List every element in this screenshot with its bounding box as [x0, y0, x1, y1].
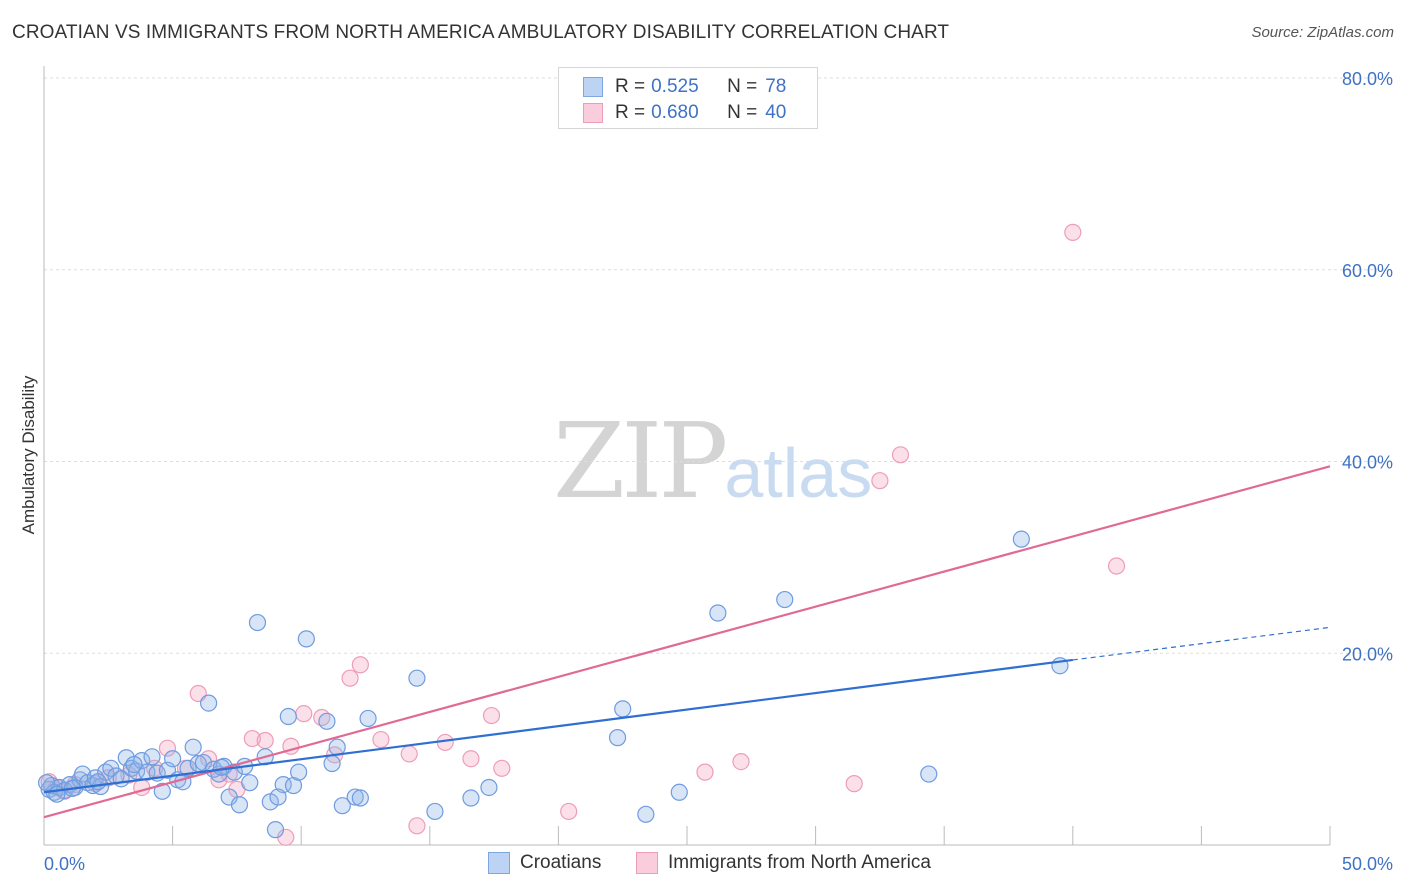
- data-point-croatians: [153, 782, 171, 800]
- data-point-croatians: [333, 797, 351, 815]
- data-point-croatians: [318, 712, 336, 730]
- data-point-croatians: [143, 748, 161, 766]
- data-point-immigrants: [351, 656, 369, 674]
- data-point-croatians: [241, 774, 259, 792]
- data-point-immigrants: [295, 705, 313, 723]
- source-credit: Source: ZipAtlas.com: [1251, 24, 1394, 41]
- data-point-croatians: [670, 783, 688, 801]
- data-point-croatians: [709, 604, 727, 622]
- data-point-croatians: [48, 785, 66, 803]
- data-point-croatians: [408, 669, 426, 687]
- trend-lines: [43, 465, 1331, 819]
- data-point-croatians: [346, 788, 364, 806]
- data-point-immigrants: [158, 739, 177, 757]
- data-point-croatians: [269, 788, 287, 806]
- legend-swatch-blue: [583, 77, 603, 97]
- data-point-croatians: [194, 753, 213, 772]
- data-point-croatians: [637, 805, 655, 823]
- data-point-croatians: [200, 694, 218, 712]
- bottom-legend-immigrants: Immigrants from North America: [636, 852, 931, 874]
- data-point-immigrants: [341, 669, 359, 687]
- data-point-croatians: [614, 700, 632, 718]
- data-point-croatians: [351, 789, 369, 807]
- trend-line-immigrants: [43, 465, 1331, 819]
- y-tick-label: 20.0%: [1342, 644, 1393, 664]
- data-point-immigrants: [871, 472, 889, 490]
- legend-r-label: R =: [615, 102, 646, 123]
- data-point-croatians: [248, 613, 267, 632]
- legend-n-value: 78: [765, 76, 787, 97]
- data-point-croatians: [266, 821, 285, 839]
- data-point-immigrants: [482, 706, 501, 725]
- data-point-croatians: [73, 765, 92, 783]
- y-tick-label: 40.0%: [1342, 453, 1393, 473]
- legend-row-immigrants: R = 0.680 N = 40: [583, 101, 786, 125]
- bottom-legend-croatians: Croatians: [488, 852, 601, 874]
- tick-labels: 20.0% 40.0% 60.0% 80.0% 0.0% 50.0%: [44, 69, 1393, 874]
- data-point-croatians: [279, 707, 297, 726]
- data-point-croatians: [426, 802, 444, 821]
- legend-n-value: 40: [765, 102, 787, 123]
- chart-title: CROATIAN VS IMMIGRANTS FROM NORTH AMERIC…: [12, 22, 950, 43]
- data-point-croatians: [37, 774, 56, 792]
- data-point-immigrants: [256, 731, 274, 750]
- data-point-croatians: [480, 778, 498, 797]
- data-point-croatians: [290, 763, 308, 781]
- bottom-legend-swatch-pink: [636, 852, 658, 874]
- trend-line-croatians: [43, 658, 1073, 794]
- legend-n-label: N =: [727, 102, 758, 123]
- x-tick-label-max: 50.0%: [1342, 854, 1393, 874]
- correlation-legend: R = 0.525 N = 78 R = 0.680 N = 40: [558, 67, 818, 129]
- data-point-immigrants: [408, 817, 426, 835]
- data-point-croatians: [608, 729, 627, 747]
- bottom-legend-label: Croatians: [520, 852, 602, 873]
- data-point-croatians: [776, 590, 794, 609]
- legend-r-label: R =: [615, 76, 646, 97]
- data-point-immigrants: [120, 766, 138, 784]
- legend-n-label: N =: [727, 76, 758, 97]
- legend-r-value: 0.680: [651, 102, 699, 123]
- legend-r-value: 0.525: [651, 76, 699, 97]
- y-axis-label: Ambulatory Disability: [19, 375, 38, 534]
- data-point-immigrants: [493, 759, 511, 777]
- data-point-immigrants: [400, 745, 418, 763]
- data-point-croatians: [359, 709, 377, 728]
- y-tick-label: 80.0%: [1342, 69, 1393, 89]
- data-point-immigrants: [462, 750, 480, 768]
- data-point-immigrants: [372, 730, 390, 749]
- bottom-legend-swatch-blue: [488, 852, 510, 874]
- data-point-immigrants: [1064, 223, 1082, 241]
- data-point-croatians: [297, 630, 315, 648]
- data-point-croatians: [164, 750, 182, 768]
- data-point-immigrants: [891, 446, 910, 464]
- legend-swatch-pink: [583, 103, 603, 123]
- data-point-croatians: [920, 765, 938, 783]
- data-point-croatians: [89, 773, 107, 791]
- x-tick-label-min: 0.0%: [44, 854, 85, 874]
- legend-row-croatians: R = 0.525 N = 78: [583, 75, 786, 99]
- series-croatians-points: [37, 530, 1069, 839]
- data-point-immigrants: [845, 775, 863, 793]
- bottom-legend-label: Immigrants from North America: [668, 852, 931, 873]
- data-point-immigrants: [1107, 557, 1126, 575]
- data-point-croatians: [323, 754, 341, 773]
- data-point-immigrants: [243, 729, 261, 748]
- series-immigrants-points: [40, 223, 1126, 846]
- data-point-immigrants: [560, 802, 578, 821]
- watermark-atlas: atlas: [724, 434, 873, 512]
- data-point-croatians: [462, 789, 480, 807]
- data-point-croatians: [1012, 530, 1030, 548]
- data-point-croatians: [184, 738, 202, 756]
- data-point-croatians: [230, 796, 249, 814]
- data-point-immigrants: [732, 752, 750, 771]
- data-point-immigrants: [696, 763, 714, 781]
- trend-line-croatians-extrapolated: [1072, 626, 1331, 661]
- y-tick-label: 60.0%: [1342, 261, 1393, 281]
- data-point-croatians: [125, 755, 143, 774]
- axes: [43, 66, 1331, 846]
- gridlines: [44, 77, 1392, 654]
